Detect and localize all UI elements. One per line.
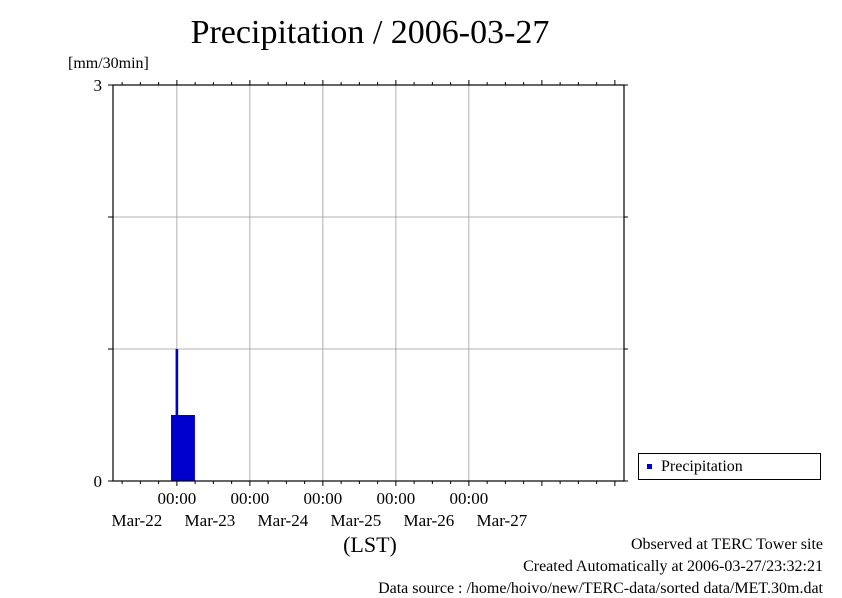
precip-bar — [174, 415, 177, 481]
x-tick-date-label: Mar-22 — [111, 511, 163, 530]
precip-bar — [184, 415, 188, 481]
precip-bar — [178, 415, 182, 481]
x-axis-label: (LST) — [343, 532, 397, 557]
precip-bar — [175, 349, 179, 481]
footer-observed: Observed at TERC Tower site — [630, 536, 823, 553]
x-tick-time-label: 00:00 — [449, 489, 489, 508]
precip-bar — [183, 415, 186, 481]
precip-bar — [181, 415, 185, 481]
y-axis-unit: [mm/30min] — [68, 55, 149, 72]
precip-bar — [180, 415, 183, 481]
precip-bar — [189, 415, 192, 481]
precip-bar — [172, 415, 176, 481]
footer-created: Created Automatically at 2006-03-27/23:3… — [523, 558, 823, 575]
footer-source: Data source : /home/hoivo/new/TERC-data/… — [378, 580, 823, 597]
x-tick-date-label: Mar-27 — [476, 511, 528, 530]
y-tick-label-max: 3 — [93, 76, 103, 95]
x-tick-time-label: 00:00 — [376, 489, 416, 508]
x-tick-date-label: Mar-26 — [403, 511, 455, 530]
precip-bar — [186, 415, 189, 481]
y-tick-label-min: 0 — [93, 472, 103, 491]
x-tick-time-label: 00:00 — [230, 489, 270, 508]
x-tick-date-label: Mar-23 — [184, 511, 236, 530]
precip-bar — [192, 415, 195, 481]
x-tick-time-label: 00:00 — [303, 489, 343, 508]
plot-frame — [112, 84, 625, 482]
precip-bar — [187, 415, 191, 481]
x-tick-time-label: 00:00 — [157, 489, 197, 508]
legend: Precipitation — [638, 453, 821, 480]
x-tick-date-label: Mar-24 — [257, 511, 309, 530]
chart-title: Precipitation / 2006-03-27 — [190, 14, 550, 51]
legend-swatch — [647, 464, 652, 469]
legend-label: Precipitation — [661, 458, 743, 475]
x-tick-date-label: Mar-25 — [330, 511, 382, 530]
precip-bar — [171, 415, 174, 481]
precip-bar — [190, 415, 194, 481]
precip-bar — [177, 415, 180, 481]
